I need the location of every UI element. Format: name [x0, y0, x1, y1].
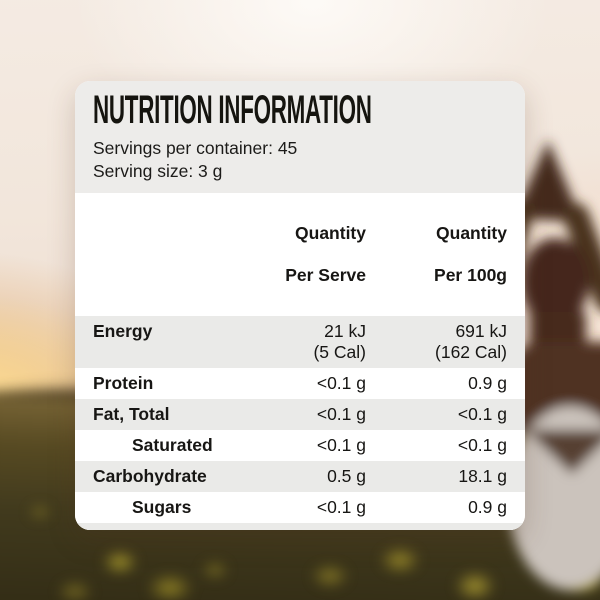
value-line: 0.8 g: [226, 528, 366, 530]
table-row-fat-total: Fat, Total <0.1 g <0.1 g: [75, 399, 525, 430]
column-header-line: Quantity: [295, 223, 366, 243]
value-line: <0.1 g: [316, 435, 366, 455]
value-line: 0.9 g: [468, 373, 507, 393]
table-row-dietary-fibre: Dietary Fibre 0.8 g 25.0 g: [75, 523, 525, 530]
servings-per-container: Servings per container: 45: [93, 138, 298, 158]
column-header-line: Per Serve: [285, 265, 366, 285]
per-serve-value: 0.8 g: [226, 528, 366, 530]
value-line: (5 Cal): [313, 342, 366, 362]
value-line: 0.5 g: [327, 466, 366, 486]
nutrient-label: Carbohydrate: [93, 466, 207, 486]
nutrient-label: Dietary Fibre: [93, 528, 226, 530]
value-line: (162 Cal): [435, 342, 507, 362]
column-header-line: Quantity: [436, 223, 507, 243]
value-line: <0.1 g: [316, 404, 366, 424]
table-row-protein: Protein <0.1 g 0.9 g: [75, 368, 525, 399]
nutrient-label: Sugars: [132, 497, 192, 517]
person-hands-peak: [514, 140, 582, 222]
serving-size: Serving size: 3 g: [93, 161, 223, 181]
value-line: 691 kJ: [455, 321, 507, 341]
table-row-saturated: Saturated <0.1 g <0.1 g: [75, 430, 525, 461]
table-row-energy: Energy 21 kJ (5 Cal) 691 kJ (162 Cal): [75, 316, 525, 368]
column-header-line: Per 100g: [434, 265, 507, 285]
table-row-carbohydrate: Carbohydrate 0.5 g 18.1 g: [75, 461, 525, 492]
per-100g-value: <0.1 g: [366, 404, 507, 425]
nutrient-label: Saturated: [132, 435, 213, 455]
per-serve-value: 21 kJ (5 Cal): [226, 321, 366, 363]
panel-header: NUTRITION INFORMATION Servings per conta…: [75, 81, 525, 193]
column-header-per-100g: Quantity Per 100g: [366, 202, 507, 307]
value-line: 0.9 g: [468, 497, 507, 517]
per-serve-value: 0.5 g: [226, 466, 366, 487]
value-line: 18.1 g: [458, 466, 507, 486]
table-header-row: Quantity Per Serve Quantity Per 100g: [75, 193, 525, 316]
value-line: <0.1 g: [457, 404, 507, 424]
value-line: <0.1 g: [316, 373, 366, 393]
per-100g-value: 25.0 g: [366, 528, 507, 530]
per-100g-value: 18.1 g: [366, 466, 507, 487]
per-100g-value: 0.9 g: [366, 497, 507, 518]
panel-title: NUTRITION INFORMATION: [93, 88, 372, 132]
per-serve-value: <0.1 g: [226, 404, 366, 425]
value-line: 21 kJ: [324, 321, 366, 341]
person-head: [521, 238, 589, 326]
per-serve-value: <0.1 g: [226, 497, 366, 518]
nutrient-label: Energy: [93, 321, 153, 341]
nutrition-table: Energy 21 kJ (5 Cal) 691 kJ (162 Cal) Pr…: [75, 316, 525, 530]
column-header-per-serve: Quantity Per Serve: [226, 202, 366, 307]
person-arm-right: [563, 203, 600, 311]
nutrient-column-spacer: [93, 202, 226, 307]
nutrient-label: Protein: [93, 373, 154, 393]
value-line: <0.1 g: [457, 435, 507, 455]
per-100g-value: <0.1 g: [366, 435, 507, 456]
person-collar: [526, 430, 600, 474]
nutrition-panel: NUTRITION INFORMATION Servings per conta…: [75, 81, 525, 530]
per-serve-value: <0.1 g: [226, 435, 366, 456]
per-100g-value: 0.9 g: [366, 373, 507, 394]
per-100g-value: 691 kJ (162 Cal): [366, 321, 507, 363]
per-serve-value: <0.1 g: [226, 373, 366, 394]
value-line: 25.0 g: [366, 528, 507, 530]
table-row-sugars: Sugars <0.1 g 0.9 g: [75, 492, 525, 523]
nutrient-label: Fat, Total: [93, 404, 170, 424]
value-line: <0.1 g: [316, 497, 366, 517]
